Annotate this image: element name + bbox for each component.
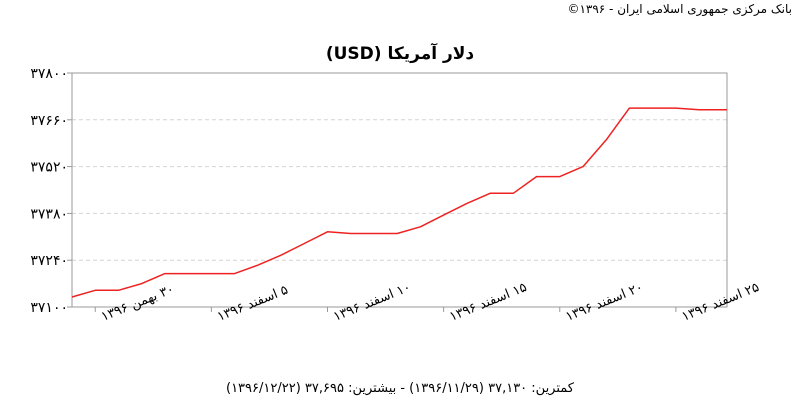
x-tick-label: ۳۰ بهمن ۱۳۹۶ xyxy=(99,282,176,325)
copyright-text: بانک مرکزی جمهوری اسلامی ایران - ۱۳۹۶© xyxy=(567,2,792,16)
grid-lines xyxy=(72,119,727,261)
y-tick-label: ۳۷۵۲۰ xyxy=(30,160,68,176)
y-tick-label: ۳۷۲۴۰ xyxy=(30,253,68,269)
series-group xyxy=(71,107,727,298)
x-tick-label: ۱۰ اسفند ۱۳۹۶ xyxy=(331,280,413,325)
y-axis: ۳۷۱۰۰ ۳۷۲۴۰ ۳۷۳۸۰ ۳۷۵۲۰ ۳۷۶۶۰ ۳۷۸۰۰ xyxy=(30,66,72,316)
x-tick-label: ۵ اسفند ۱۳۹۶ xyxy=(215,283,290,325)
series-line xyxy=(71,107,727,298)
min-max-summary: کمترین: ۳۷,۱۳۰ (۱۳۹۶/۱۱/۲۹) - بیشترین: ۳… xyxy=(226,381,574,396)
x-tick-label: ۲۰ اسفند ۱۳۹۶ xyxy=(564,280,646,325)
x-tick-label: ۱۵ اسفند ۱۳۹۶ xyxy=(448,280,530,325)
x-axis: ۳۰ بهمن ۱۳۹۶ ۵ اسفند ۱۳۹۶ ۱۰ اسفند ۱۳۹۶ ۱۵ … xyxy=(94,280,762,325)
x-tick-label: ۲۵ اسفند ۱۳۹۶ xyxy=(680,280,762,325)
y-tick-label: ۳۷۳۸۰ xyxy=(30,206,68,222)
y-tick-label: ۳۷۸۰۰ xyxy=(30,66,68,82)
y-tick-label: ۳۷۶۶۰ xyxy=(30,113,68,129)
chart-title: دلار آمریکا (USD) xyxy=(325,44,475,64)
plot-frame xyxy=(71,72,728,308)
y-tick-label: ۳۷۱۰۰ xyxy=(30,300,68,316)
